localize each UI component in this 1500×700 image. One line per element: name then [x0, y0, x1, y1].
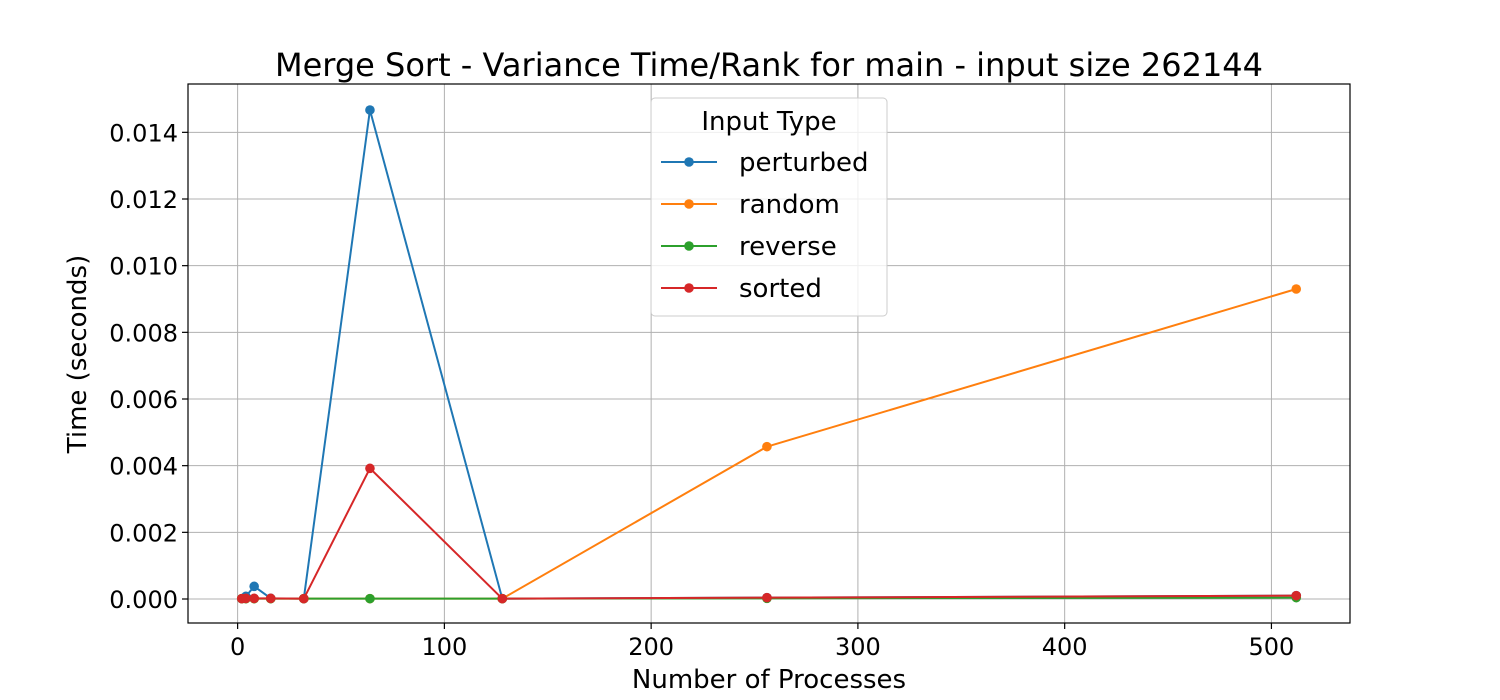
legend-label: perturbed	[739, 148, 869, 178]
x-tick-label: 100	[421, 633, 467, 661]
legend-marker	[684, 157, 694, 167]
y-tick-label: 0.012	[109, 186, 178, 214]
data-point-sorted	[365, 463, 375, 474]
data-point-sorted	[497, 593, 508, 604]
legend-entry-reverse: reverse	[661, 232, 837, 262]
x-axis-title: Number of Processes	[632, 665, 906, 695]
data-point-sorted	[1291, 590, 1302, 601]
y-tick-label: 0.014	[109, 119, 178, 147]
x-tick-label: 500	[1249, 633, 1295, 661]
data-point-reverse	[365, 593, 375, 604]
data-point-sorted	[241, 593, 251, 604]
data-point-random	[762, 441, 772, 452]
y-tick-label: 0.008	[109, 319, 178, 347]
legend-entry-sorted: sorted	[661, 274, 822, 304]
data-point-random	[1291, 284, 1302, 294]
series-layer	[236, 105, 1302, 604]
data-point-perturbed	[249, 581, 259, 592]
legend-marker	[684, 199, 694, 209]
legend-label: reverse	[739, 232, 837, 262]
y-tick-label: 0.004	[109, 453, 178, 481]
y-tick-label: 0.002	[109, 519, 178, 547]
legend-entry-perturbed: perturbed	[661, 148, 869, 178]
y-tick-label: 0.006	[109, 386, 178, 414]
legend-label: random	[739, 190, 840, 220]
legend-entry-random: random	[661, 190, 840, 220]
data-point-sorted	[298, 593, 309, 604]
ticks: 0 100 200 300 400 500 0.000 0.002 0.004 0.006 0.00…	[109, 119, 1294, 661]
legend-box	[650, 97, 888, 317]
series-sorted	[236, 463, 1302, 604]
y-axis-title: Time (seconds)	[63, 255, 93, 454]
y-tick-label: 0.000	[109, 586, 178, 614]
x-tick-label: 0	[230, 633, 245, 661]
legend-marker	[684, 283, 694, 293]
x-tick-label: 300	[835, 633, 881, 661]
chart-title: Merge Sort - Variance Time/Rank for main…	[275, 46, 1263, 84]
data-point-sorted	[762, 592, 772, 603]
series-line-sorted	[241, 467, 1297, 600]
x-tick-label: 200	[628, 633, 674, 661]
y-tick-label: 0.010	[109, 253, 178, 281]
data-point-sorted	[265, 593, 276, 604]
legend-title: Input Type	[701, 107, 836, 137]
data-point-perturbed	[365, 105, 375, 115]
legend: Input Type perturbed random reverse sorted	[650, 97, 888, 317]
data-point-sorted	[249, 593, 259, 604]
legend-label: sorted	[739, 274, 822, 304]
legend-marker	[684, 241, 694, 251]
plot-frame	[187, 83, 1351, 624]
x-tick-label: 400	[1042, 633, 1088, 661]
